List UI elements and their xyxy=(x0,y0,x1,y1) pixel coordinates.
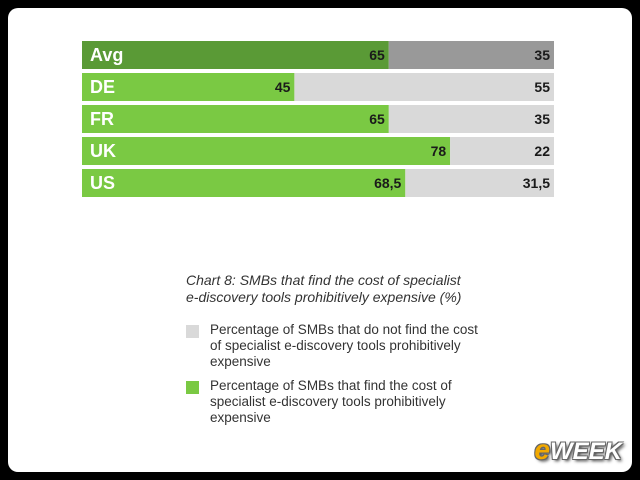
legend-item-not-find: Percentage of SMBs that do not find the … xyxy=(186,322,486,370)
legend-label-find: Percentage of SMBs that find the cost of… xyxy=(210,378,452,425)
category-label-us: US xyxy=(90,173,115,193)
bar-row-fr: FR 65 35 xyxy=(82,105,554,133)
category-label-uk: UK xyxy=(90,141,116,161)
bar-row-avg: Avg 65 35 xyxy=(82,41,554,69)
legend-label-not-find: Percentage of SMBs that do not find the … xyxy=(210,322,478,369)
value-label-find-us: 68,5 xyxy=(374,175,401,191)
caption-line-2: e-discovery tools prohibitively expensiv… xyxy=(186,289,462,305)
value-label-find-uk: 78 xyxy=(431,143,447,159)
value-label-not-find-fr: 35 xyxy=(534,111,550,127)
logo-e: e xyxy=(534,434,550,465)
category-label-avg: Avg xyxy=(90,45,123,65)
category-label-de: DE xyxy=(90,77,115,97)
bar-not-find-fr xyxy=(388,105,554,133)
bar-find-fr xyxy=(82,105,389,133)
value-label-not-find-us: 31,5 xyxy=(523,175,550,191)
bar-row-us: US 68,5 31,5 xyxy=(82,169,554,197)
bar-row-uk: UK 78 22 xyxy=(82,137,554,165)
legend: Percentage of SMBs that do not find the … xyxy=(186,322,486,434)
value-label-not-find-uk: 22 xyxy=(534,143,550,159)
bar-find-avg xyxy=(82,41,389,69)
value-label-not-find-avg: 35 xyxy=(534,47,550,63)
value-label-not-find-de: 55 xyxy=(534,79,550,95)
caption-line-1: Chart 8: SMBs that find the cost of spec… xyxy=(186,272,461,288)
value-label-find-fr: 65 xyxy=(369,111,385,127)
bar-find-de xyxy=(82,73,295,101)
category-label-fr: FR xyxy=(90,109,114,129)
bar-find-uk xyxy=(82,137,451,165)
eweek-logo: eWEEK xyxy=(534,434,622,466)
bar-not-find-avg xyxy=(388,41,554,69)
bar-not-find-de xyxy=(294,73,554,101)
legend-item-find: Percentage of SMBs that find the cost of… xyxy=(186,378,486,426)
value-label-find-avg: 65 xyxy=(369,47,385,63)
logo-week: WEEK xyxy=(550,438,622,465)
chart-frame: Avg 65 35 DE 45 55 FR 65 35 UK 78 22 US 68,5 31,5 Char… xyxy=(8,8,632,472)
bar-find-us xyxy=(82,169,406,197)
chart-caption: Chart 8: SMBs that find the cost of spec… xyxy=(186,272,486,306)
legend-swatch-grey xyxy=(186,325,199,338)
value-label-find-de: 45 xyxy=(275,79,291,95)
bar-not-find-uk xyxy=(450,137,554,165)
stacked-bar-chart: Avg 65 35 DE 45 55 FR 65 35 UK 78 22 US 68,5 31,5 xyxy=(82,41,554,197)
legend-swatch-green xyxy=(186,381,199,394)
bar-row-de: DE 45 55 xyxy=(82,73,554,101)
bar-not-find-us xyxy=(405,169,554,197)
